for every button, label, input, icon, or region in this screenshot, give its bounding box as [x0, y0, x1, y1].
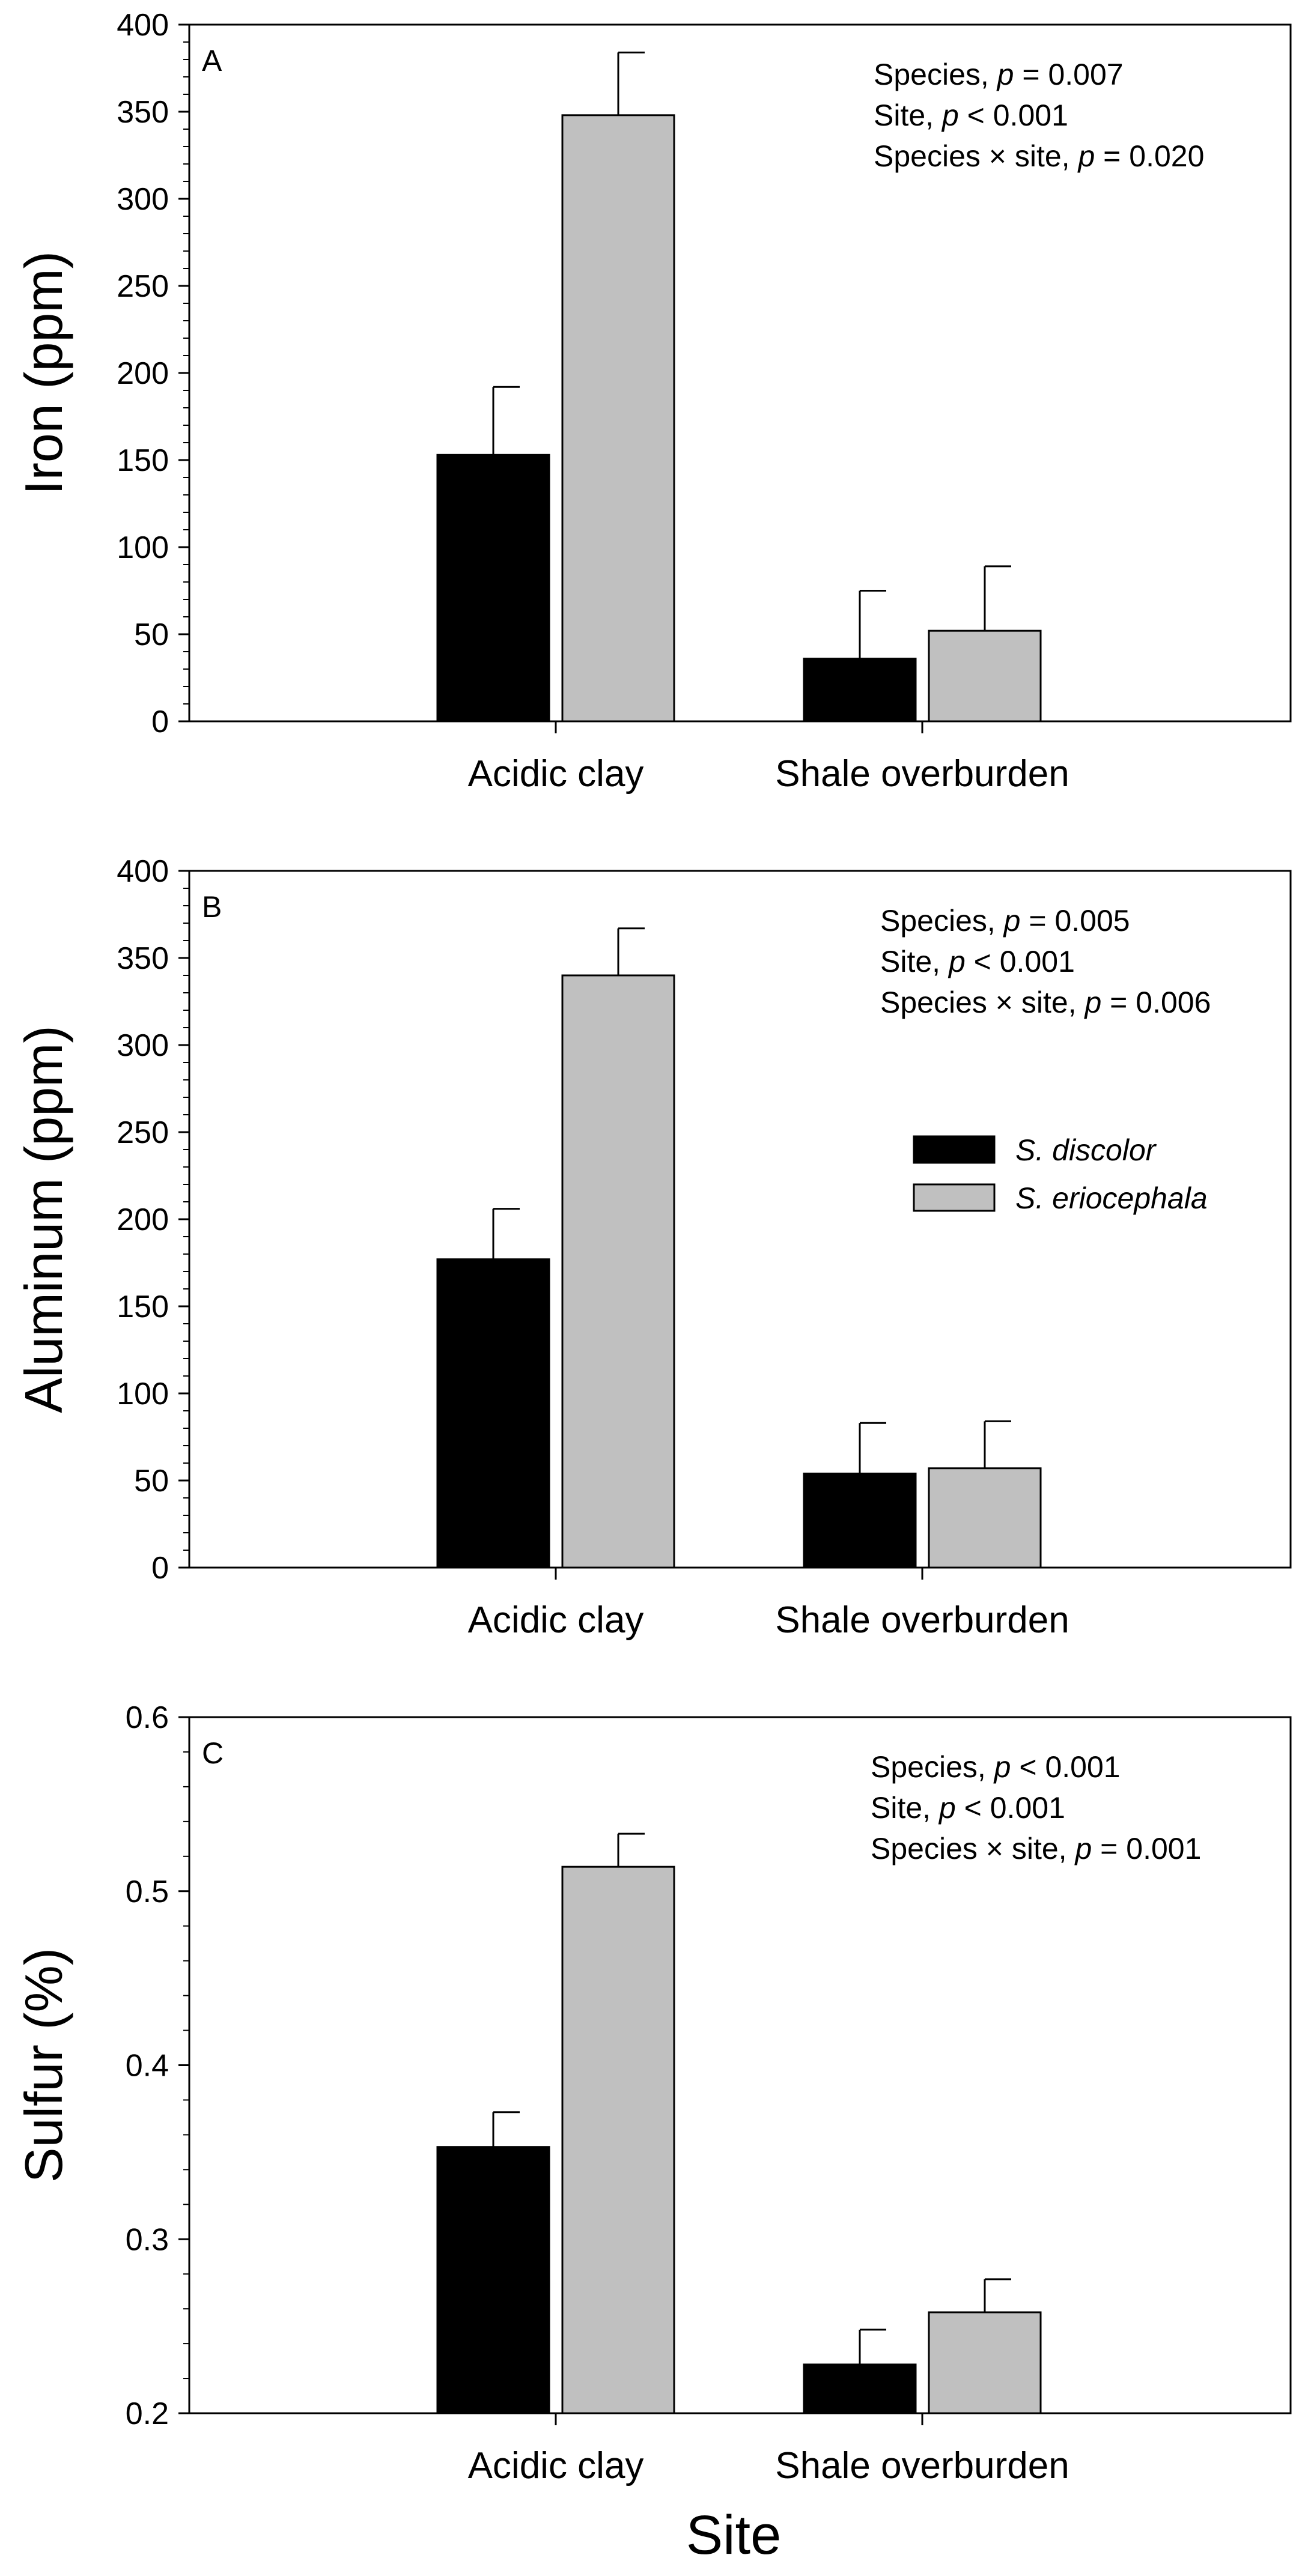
stat-p-symbol: p — [938, 1791, 956, 1825]
stat-value: = 0.006 — [1101, 986, 1211, 1019]
x-category-label: Acidic clay — [468, 1599, 644, 1641]
y-tick-label: 0.4 — [126, 2049, 169, 2084]
bar — [928, 1467, 1042, 1569]
y-tick-label: 100 — [117, 1377, 169, 1411]
y-tick-label: 100 — [117, 530, 169, 565]
legend-label: S. eriocephala — [1015, 1181, 1208, 1215]
x-category-label: Shale overburden — [775, 2445, 1069, 2487]
y-axis-label: Aluminum (ppm) — [14, 1025, 73, 1413]
y-tick-label: 0.3 — [126, 2222, 169, 2257]
y-tick-label: 350 — [117, 95, 169, 130]
y-tick-label: 350 — [117, 941, 169, 976]
y-tick-label: 0 — [151, 705, 169, 739]
x-category-label: Acidic clay — [468, 2445, 644, 2487]
stat-value: = 0.001 — [1092, 1832, 1201, 1865]
stat-line: Species × site, p = 0.006 — [880, 986, 1211, 1019]
chart-panel-b: 0 50 100 150 200 250 300 350 400 Acidic clay Shale… — [14, 854, 1292, 1641]
y-tick-label: 0.2 — [126, 2396, 169, 2431]
bar — [436, 1258, 550, 1569]
stat-value: = 0.020 — [1095, 139, 1204, 173]
stat-p-symbol: p — [1074, 1832, 1092, 1865]
x-category-label: Shale overburden — [775, 1599, 1069, 1641]
stat-prefix: Species, — [871, 1750, 994, 1784]
stat-value: < 0.001 — [959, 98, 1068, 132]
stat-p-symbol: p — [1083, 986, 1101, 1019]
stat-p-symbol: p — [948, 945, 966, 978]
stat-line: Site, p < 0.001 — [880, 945, 1075, 978]
stat-p-symbol: p — [993, 1750, 1011, 1784]
y-tick-label: 300 — [117, 182, 169, 217]
y-tick-label: 50 — [134, 617, 169, 652]
bar — [561, 114, 675, 723]
x-category-label: Acidic clay — [468, 753, 644, 795]
stat-p-symbol: p — [1003, 904, 1021, 938]
y-tick-label: 0.6 — [126, 1700, 169, 1735]
bar — [803, 658, 917, 723]
bar — [561, 1865, 675, 2414]
y-tick-label: 0.5 — [126, 1874, 169, 1909]
bar — [928, 629, 1042, 723]
x-axis-label: Site — [686, 2505, 782, 2566]
stat-line: Site, p < 0.001 — [874, 98, 1068, 132]
y-axis-label: Sulfur (%) — [14, 1948, 73, 2183]
bar — [436, 2146, 550, 2414]
stat-p-symbol: p — [941, 98, 959, 132]
stat-value: < 0.001 — [1011, 1750, 1120, 1784]
plot-frame — [188, 870, 1292, 1569]
legend-swatch — [913, 1135, 996, 1164]
y-tick-label: 0 — [151, 1551, 169, 1586]
stat-prefix: Site, — [874, 98, 942, 132]
bar — [803, 1472, 917, 1569]
legend-swatch — [913, 1183, 996, 1212]
y-tick-label: 250 — [117, 1115, 169, 1150]
stat-value: = 0.007 — [1014, 58, 1123, 91]
y-tick-label: 200 — [117, 1202, 169, 1237]
stat-prefix: Site, — [880, 945, 949, 978]
bar — [436, 453, 550, 723]
stat-p-symbol: p — [996, 58, 1014, 91]
stat-value: < 0.001 — [956, 1791, 1065, 1825]
stat-prefix: Species, — [874, 58, 997, 91]
y-tick-label: 50 — [134, 1464, 169, 1499]
chart-panel-c: 0.2 0.3 0.4 0.5 0.6 Acidic clay Shale overburd… — [14, 1700, 1292, 2566]
stat-line: Species, p = 0.005 — [880, 904, 1130, 938]
stat-value: = 0.005 — [1020, 904, 1130, 938]
chart-panel-a: 0 50 100 150 200 250 300 350 400 Acidic clay Shale… — [14, 8, 1292, 795]
legend-label: S. discolor — [1015, 1133, 1157, 1167]
y-tick-label: 400 — [117, 8, 169, 43]
stat-prefix: Species × site, — [880, 986, 1084, 1019]
bar — [803, 2363, 917, 2414]
stat-line: Species × site, p = 0.020 — [874, 139, 1204, 173]
stat-p-symbol: p — [1077, 139, 1095, 173]
y-tick-label: 200 — [117, 356, 169, 391]
panel-letter: A — [202, 44, 222, 77]
bar — [928, 2311, 1042, 2414]
stat-line: Species × site, p = 0.001 — [871, 1832, 1201, 1865]
x-category-label: Shale overburden — [775, 753, 1069, 795]
y-axis-label: Iron (ppm) — [14, 251, 73, 495]
legend: S. discolor S. eriocephala — [913, 1133, 1208, 1215]
y-tick-label: 300 — [117, 1028, 169, 1063]
stat-line: Species, p < 0.001 — [871, 1750, 1121, 1784]
stat-line: Species, p = 0.007 — [874, 58, 1124, 91]
stat-prefix: Site, — [871, 1791, 939, 1825]
plot-frame — [188, 1716, 1292, 2414]
stat-prefix: Species × site, — [871, 1832, 1075, 1865]
stat-prefix: Species, — [880, 904, 1004, 938]
y-tick-label: 400 — [117, 854, 169, 889]
stat-line: Site, p < 0.001 — [871, 1791, 1065, 1825]
panel-letter: B — [202, 890, 222, 924]
stat-value: < 0.001 — [966, 945, 1075, 978]
stat-prefix: Species × site, — [874, 139, 1078, 173]
plot-frame — [188, 23, 1292, 723]
panel-letter: C — [202, 1736, 224, 1770]
y-tick-label: 150 — [117, 1290, 169, 1324]
y-tick-label: 150 — [117, 443, 169, 478]
y-tick-label: 250 — [117, 269, 169, 304]
bar — [561, 974, 675, 1569]
